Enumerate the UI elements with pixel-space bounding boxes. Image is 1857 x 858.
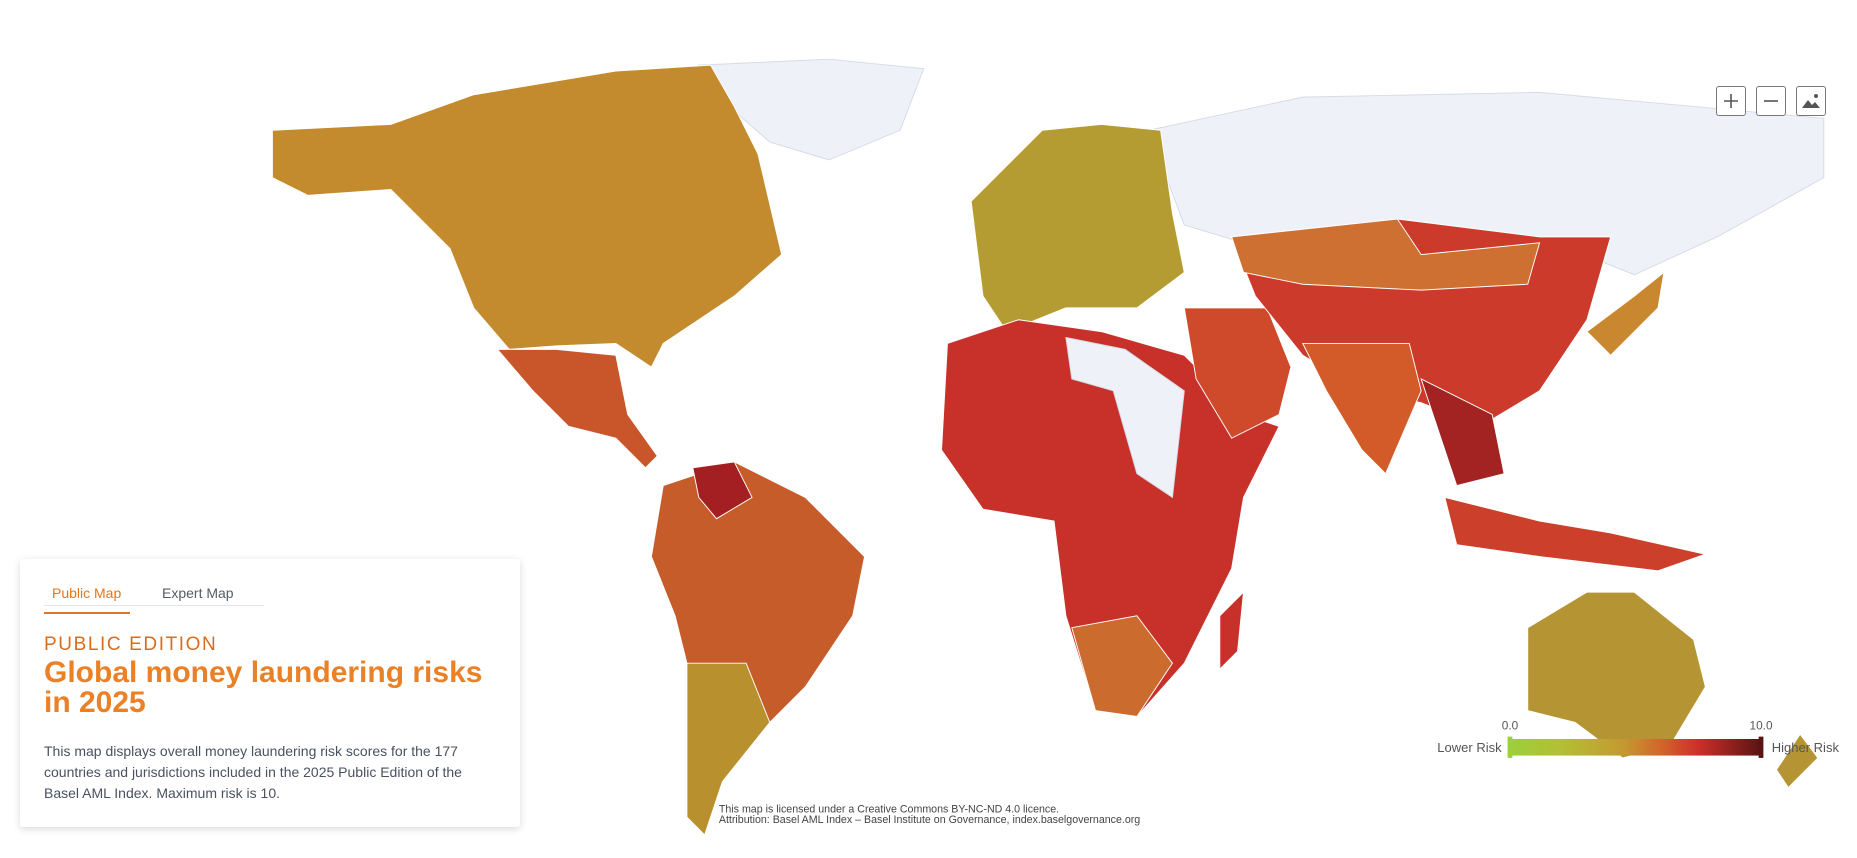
new-zealand[interactable] [1775,733,1819,789]
legend-gradient [1509,738,1762,756]
north-america[interactable] [271,64,783,368]
legend-max: 10.0 [1750,719,1773,733]
legend: 0.0 10.0 Lower Risk Higher Risk [1437,719,1839,758]
tab-bar: Public Map Expert Map [44,569,264,614]
tab-expert[interactable]: Expert Map [162,585,234,601]
southern-africa[interactable] [1071,615,1174,717]
icon [1764,100,1778,102]
info-panel: Public Map Expert Map PUBLIC EDITION Glo… [20,559,520,827]
europe[interactable] [970,123,1185,333]
zoom-out-button[interactable] [1756,86,1786,116]
countries [271,58,1825,836]
export-image-button[interactable] [1796,86,1826,116]
legend-handle[interactable] [1758,736,1764,758]
africa[interactable] [941,319,1280,717]
indonesia-png[interactable] [1444,496,1708,572]
japan[interactable] [1586,271,1665,356]
legend-high: Higher Risk [1772,740,1840,755]
south-america[interactable] [650,461,866,836]
panel-title: Global money laundering risks in 2025 [44,656,483,719]
madagascar[interactable] [1219,590,1245,671]
tab-public[interactable]: Public Map [52,585,122,601]
tab-indicator [44,612,130,614]
attribution: Attribution: Basel AML Index – Basel Ins… [719,814,1140,826]
zoom-in-button[interactable] [1716,86,1746,116]
venezuela[interactable] [692,461,753,520]
legend-handle[interactable] [1507,736,1513,758]
kazakhstan-mongolia[interactable] [1231,218,1541,291]
libya-sudan[interactable] [1065,336,1185,499]
edition-label: PUBLIC EDITION [44,634,218,655]
southern-cone[interactable] [686,662,771,836]
central-america[interactable] [496,348,658,469]
australia[interactable] [1527,591,1706,759]
india[interactable] [1301,342,1422,475]
licence: This map is licensed under a Creative Co… [719,803,1059,815]
icon [1802,94,1820,108]
panel-description: This map displays overall money launderi… [44,743,462,801]
legend-low: Lower Risk [1437,740,1502,755]
southeast-asia[interactable] [1420,378,1505,487]
legend-min: 0.0 [1502,719,1519,733]
icon [1724,94,1738,108]
